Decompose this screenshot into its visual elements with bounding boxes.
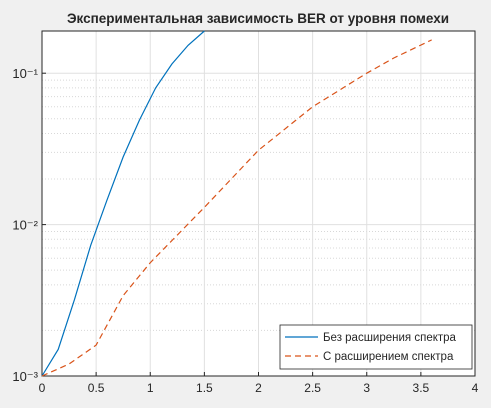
x-tick-label: 2	[255, 381, 262, 395]
x-tick-label: 4	[472, 381, 479, 395]
legend-label: С расширением спектра	[323, 351, 454, 363]
x-tick-label: 0.5	[88, 381, 105, 395]
x-tick-label: 1	[147, 381, 154, 395]
chart-title: Экспериментальная зависимость BER от уро…	[67, 11, 449, 26]
legend-label: Без расширения спектра	[323, 332, 457, 344]
y-tick-label: 10⁻³	[12, 369, 38, 384]
x-tick-label: 3.5	[413, 381, 430, 395]
series-line	[41, 30, 205, 377]
x-tick-label: 3	[363, 381, 370, 395]
series-line	[41, 39, 432, 377]
x-tick-label: 2.5	[304, 381, 321, 395]
x-tick-label: 1.5	[196, 381, 213, 395]
y-tick-label: 10⁻¹	[12, 66, 38, 81]
axes-box	[41, 30, 476, 377]
x-tick-label: 0	[39, 381, 46, 395]
y-tick-label: 10⁻²	[12, 218, 38, 233]
legend-box	[279, 324, 473, 370]
